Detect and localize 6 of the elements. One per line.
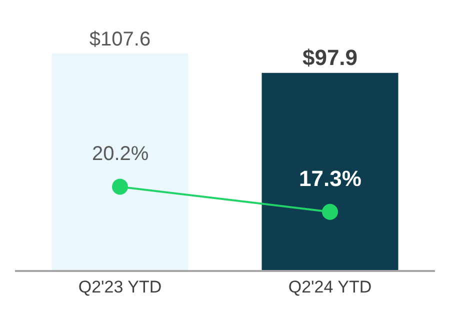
data-label: 20.2% <box>92 143 149 165</box>
data-label: $97.9 <box>302 44 358 70</box>
data-label: 17.3% <box>299 166 362 191</box>
x-tick-label: Q2'24 YTD <box>288 277 372 296</box>
data-label: $107.6 <box>89 28 151 50</box>
x-tick-label: Q2'23 YTD <box>78 277 162 296</box>
